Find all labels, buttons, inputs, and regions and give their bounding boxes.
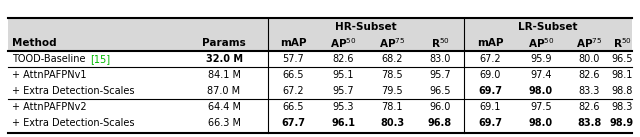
Text: 69.1: 69.1: [479, 102, 500, 112]
Text: 96.5: 96.5: [429, 86, 451, 96]
Text: LR-Subset: LR-Subset: [518, 22, 578, 32]
Text: 78.1: 78.1: [381, 102, 403, 112]
Text: 83.0: 83.0: [429, 54, 451, 64]
Text: 82.6: 82.6: [579, 70, 600, 80]
Text: 79.5: 79.5: [381, 86, 403, 96]
Text: 98.3: 98.3: [611, 102, 633, 112]
Text: 96.1: 96.1: [331, 118, 355, 128]
Text: 95.1: 95.1: [332, 70, 354, 80]
Text: 57.7: 57.7: [282, 54, 304, 64]
Text: 83.3: 83.3: [579, 86, 600, 96]
Text: + Extra Detection-Scales: + Extra Detection-Scales: [12, 86, 134, 96]
Text: 98.0: 98.0: [529, 118, 553, 128]
Text: 98.8: 98.8: [611, 86, 633, 96]
Text: [15]: [15]: [90, 54, 110, 64]
Text: 83.8: 83.8: [577, 118, 601, 128]
Text: 67.2: 67.2: [479, 54, 501, 64]
Text: 67.2: 67.2: [282, 86, 304, 96]
Text: AP$^{50}$: AP$^{50}$: [330, 36, 356, 50]
Text: 67.7: 67.7: [281, 118, 305, 128]
Text: 80.3: 80.3: [380, 118, 404, 128]
Text: + AttnPAFPNv1: + AttnPAFPNv1: [12, 70, 86, 80]
Text: 68.2: 68.2: [381, 54, 403, 64]
Text: AP$^{75}$: AP$^{75}$: [576, 36, 602, 50]
Text: 66.3 M: 66.3 M: [207, 118, 241, 128]
Text: TOOD-Baseline: TOOD-Baseline: [12, 54, 86, 64]
Text: 64.4 M: 64.4 M: [207, 102, 241, 112]
Text: 80.0: 80.0: [579, 54, 600, 64]
Text: 96.0: 96.0: [429, 102, 451, 112]
Text: 82.6: 82.6: [579, 102, 600, 112]
Text: Params: Params: [202, 38, 246, 48]
Text: R$^{50}$: R$^{50}$: [431, 36, 449, 50]
Text: 95.3: 95.3: [332, 102, 354, 112]
Text: 98.1: 98.1: [611, 70, 633, 80]
Text: AP$^{50}$: AP$^{50}$: [528, 36, 554, 50]
Text: R$^{50}$: R$^{50}$: [612, 36, 632, 50]
Text: 95.7: 95.7: [332, 86, 354, 96]
Text: HR-Subset: HR-Subset: [335, 22, 397, 32]
Text: 66.5: 66.5: [282, 70, 304, 80]
Text: 98.0: 98.0: [529, 86, 553, 96]
Bar: [8, 51, 632, 133]
Text: mAP: mAP: [477, 38, 503, 48]
Text: 96.8: 96.8: [428, 118, 452, 128]
Text: 96.5: 96.5: [611, 54, 633, 64]
Text: 84.1 M: 84.1 M: [207, 70, 241, 80]
Text: 69.7: 69.7: [478, 118, 502, 128]
Text: 82.6: 82.6: [332, 54, 354, 64]
Text: 69.7: 69.7: [478, 86, 502, 96]
Text: 87.0 M: 87.0 M: [207, 86, 241, 96]
Text: 95.9: 95.9: [531, 54, 552, 64]
Bar: [8, 18, 632, 51]
Text: 95.7: 95.7: [429, 70, 451, 80]
Text: + Extra Detection-Scales: + Extra Detection-Scales: [12, 118, 134, 128]
Text: 98.9: 98.9: [610, 118, 634, 128]
Text: 32.0 M: 32.0 M: [205, 54, 243, 64]
Text: mAP: mAP: [280, 38, 307, 48]
Text: 69.0: 69.0: [479, 70, 500, 80]
Text: 97.5: 97.5: [530, 102, 552, 112]
Text: Method: Method: [12, 38, 56, 48]
Text: AP$^{75}$: AP$^{75}$: [379, 36, 405, 50]
Text: 78.5: 78.5: [381, 70, 403, 80]
Text: + AttnPAFPNv2: + AttnPAFPNv2: [12, 102, 86, 112]
Text: 97.4: 97.4: [531, 70, 552, 80]
Text: 66.5: 66.5: [282, 102, 304, 112]
